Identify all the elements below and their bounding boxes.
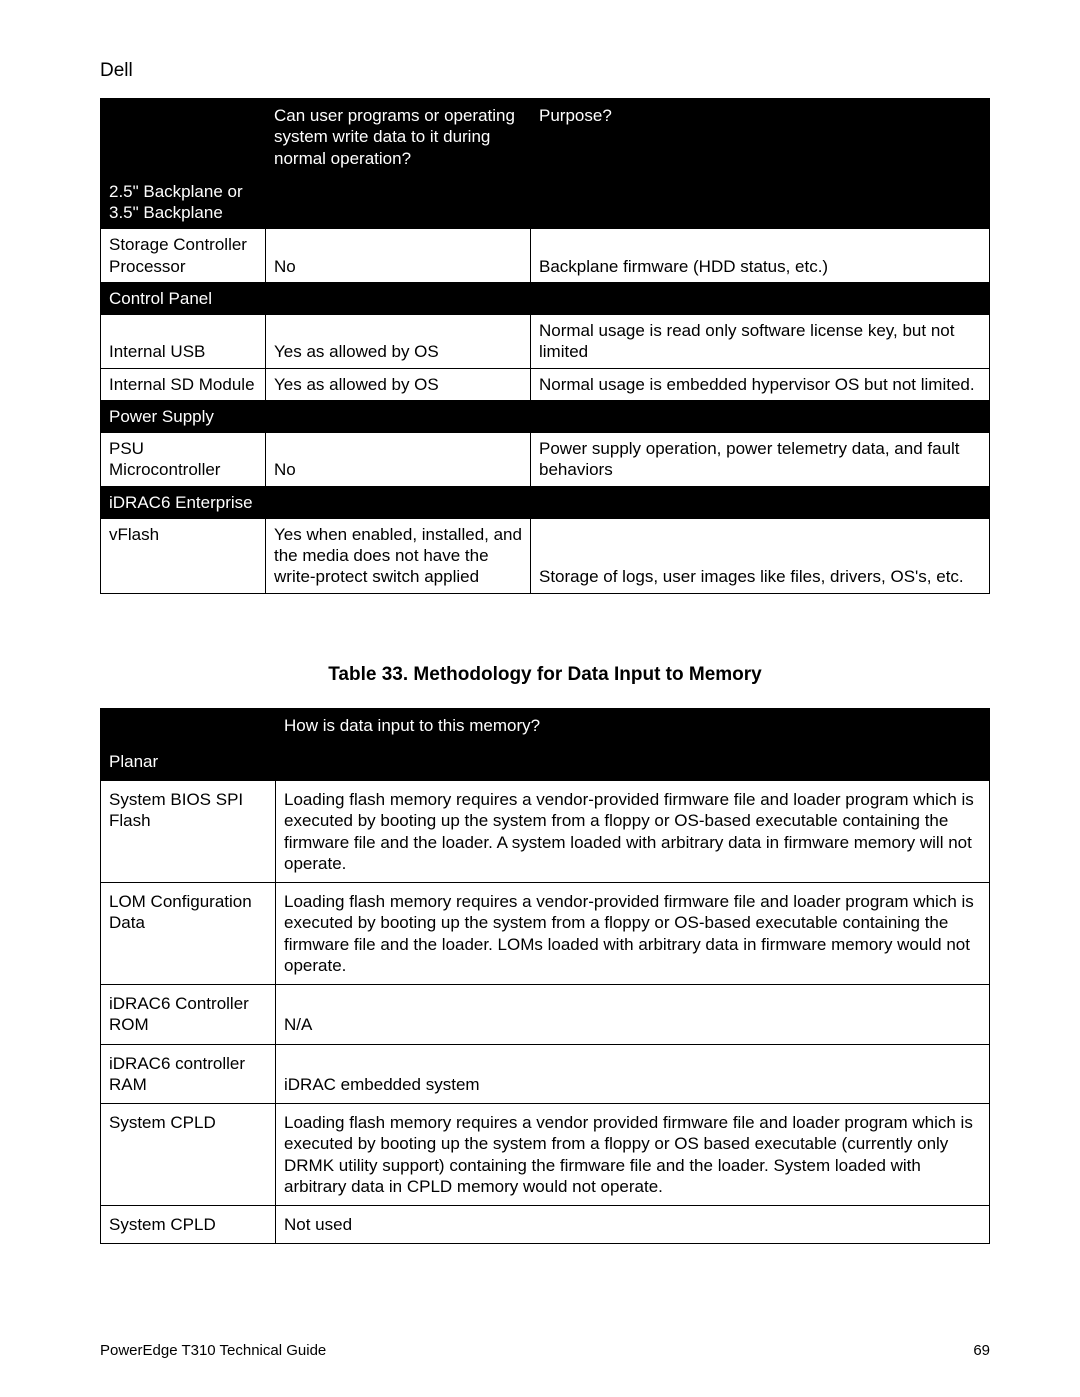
section-empty bbox=[266, 282, 531, 314]
table-row: iDRAC6 Controller ROM N/A bbox=[101, 985, 990, 1045]
cell-name: System BIOS SPI Flash bbox=[101, 781, 276, 883]
table-row: System CPLD Not used bbox=[101, 1206, 990, 1244]
section-empty bbox=[276, 742, 990, 780]
section-title-cell: Planar bbox=[101, 742, 276, 780]
section-title-cell: 2.5" Backplane or 3.5" Backplane bbox=[101, 175, 266, 229]
page: Dell Can user programs or operating syst… bbox=[0, 0, 1080, 1397]
cell-purpose: Storage of logs, user images like files,… bbox=[531, 518, 990, 593]
cell-how: N/A bbox=[276, 985, 990, 1045]
table2-header-row: How is data input to this memory? bbox=[101, 708, 990, 742]
page-footer: PowerEdge T310 Technical Guide 69 bbox=[100, 1342, 990, 1359]
section-empty bbox=[266, 175, 531, 229]
cell-how: iDRAC embedded system bbox=[276, 1044, 990, 1104]
section-empty bbox=[531, 486, 990, 518]
cell-name: System CPLD bbox=[101, 1206, 276, 1244]
table-row: System BIOS SPI Flash Loading flash memo… bbox=[101, 781, 990, 883]
cell-purpose: Normal usage is read only software licen… bbox=[531, 315, 990, 369]
cell-name: PSU Microcontroller bbox=[101, 433, 266, 487]
section-title-cell: iDRAC6 Enterprise bbox=[101, 486, 266, 518]
cell-how: Loading flash memory requires a vendor p… bbox=[276, 1104, 990, 1206]
cell-name: System CPLD bbox=[101, 1104, 276, 1206]
table-row: vFlash Yes when enabled, installed, and … bbox=[101, 518, 990, 593]
cell-name: LOM Configuration Data bbox=[101, 883, 276, 985]
table-row: Internal USB Yes as allowed by OS Normal… bbox=[101, 315, 990, 369]
section-title-cell: Control Panel bbox=[101, 282, 266, 314]
section-title-cell: Power Supply bbox=[101, 400, 266, 432]
table-row: PSU Microcontroller No Power supply oper… bbox=[101, 433, 990, 487]
cell-name: iDRAC6 controller RAM bbox=[101, 1044, 276, 1104]
table-row: LOM Configuration Data Loading flash mem… bbox=[101, 883, 990, 985]
brand-label: Dell bbox=[100, 60, 990, 82]
cell-write: Yes as allowed by OS bbox=[266, 315, 531, 369]
cell-purpose: Power supply operation, power telemetry … bbox=[531, 433, 990, 487]
cell-name: vFlash bbox=[101, 518, 266, 593]
table2-header-how: How is data input to this memory? bbox=[276, 708, 990, 742]
table2-caption: Table 33. Methodology for Data Input to … bbox=[100, 664, 990, 686]
cell-write: Yes as allowed by OS bbox=[266, 368, 531, 400]
cell-name: Storage Controller Processor bbox=[101, 229, 266, 283]
table-data-input: How is data input to this memory? Planar… bbox=[100, 708, 990, 1245]
table1-header-purpose: Purpose? bbox=[531, 99, 990, 176]
table1-section-title: 2.5" Backplane or 3.5" Backplane bbox=[101, 175, 990, 229]
table1-header-empty bbox=[101, 99, 266, 176]
table1-header-write: Can user programs or operating system wr… bbox=[266, 99, 531, 176]
table1-section-title: Power Supply bbox=[101, 400, 990, 432]
table-row: System CPLD Loading flash memory require… bbox=[101, 1104, 990, 1206]
cell-write: No bbox=[266, 433, 531, 487]
cell-name: iDRAC6 Controller ROM bbox=[101, 985, 276, 1045]
footer-page-number: 69 bbox=[973, 1342, 990, 1359]
table1-header-row: Can user programs or operating system wr… bbox=[101, 99, 990, 176]
section-empty bbox=[266, 400, 531, 432]
section-empty bbox=[531, 175, 990, 229]
cell-how: Loading flash memory requires a vendor-p… bbox=[276, 883, 990, 985]
section-empty bbox=[266, 486, 531, 518]
section-empty bbox=[531, 400, 990, 432]
cell-write: No bbox=[266, 229, 531, 283]
cell-name: Internal SD Module bbox=[101, 368, 266, 400]
cell-how: Not used bbox=[276, 1206, 990, 1244]
table1-section-title: Control Panel bbox=[101, 282, 990, 314]
cell-purpose: Backplane firmware (HDD status, etc.) bbox=[531, 229, 990, 283]
table-row: Storage Controller Processor No Backplan… bbox=[101, 229, 990, 283]
table-write-purpose: Can user programs or operating system wr… bbox=[100, 98, 990, 594]
cell-name: Internal USB bbox=[101, 315, 266, 369]
cell-write: Yes when enabled, installed, and the med… bbox=[266, 518, 531, 593]
spacer bbox=[100, 594, 990, 664]
table2-section-title: Planar bbox=[101, 742, 990, 780]
table-row: Internal SD Module Yes as allowed by OS … bbox=[101, 368, 990, 400]
table1-section-title: iDRAC6 Enterprise bbox=[101, 486, 990, 518]
cell-how: Loading flash memory requires a vendor-p… bbox=[276, 781, 990, 883]
section-empty bbox=[531, 282, 990, 314]
table-row: iDRAC6 controller RAM iDRAC embedded sys… bbox=[101, 1044, 990, 1104]
cell-purpose: Normal usage is embedded hypervisor OS b… bbox=[531, 368, 990, 400]
table2-header-empty bbox=[101, 708, 276, 742]
footer-title: PowerEdge T310 Technical Guide bbox=[100, 1342, 326, 1359]
